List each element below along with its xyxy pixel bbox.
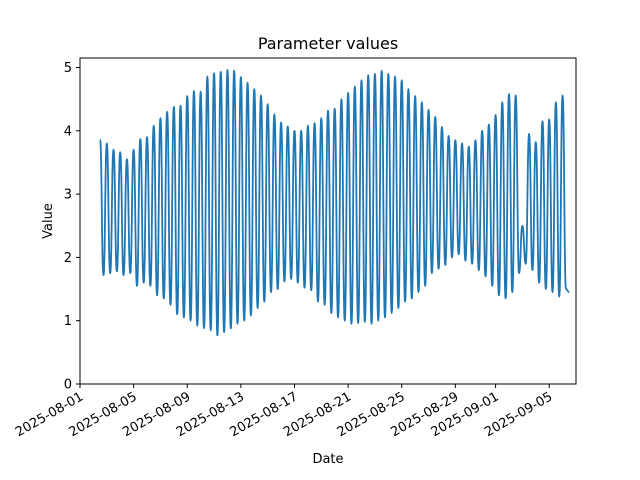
y-axis: 0 1 2 3 4 5 bbox=[64, 61, 80, 393]
series-line bbox=[99, 69, 570, 337]
plot-area bbox=[79, 57, 577, 385]
chart-title: Parameter values bbox=[258, 34, 398, 53]
x-axis-title: Date bbox=[312, 452, 343, 467]
series-group bbox=[99, 69, 570, 337]
y-tick-label: 2 bbox=[64, 251, 72, 266]
y-tick-label: 4 bbox=[64, 124, 72, 139]
y-tick-label: 3 bbox=[64, 188, 72, 203]
y-tick-label: 0 bbox=[64, 378, 72, 393]
y-tick-label: 1 bbox=[64, 314, 72, 329]
y-axis-title: Value bbox=[41, 203, 56, 239]
y-tick-label: 5 bbox=[64, 61, 72, 76]
plot-frame bbox=[79, 57, 577, 385]
